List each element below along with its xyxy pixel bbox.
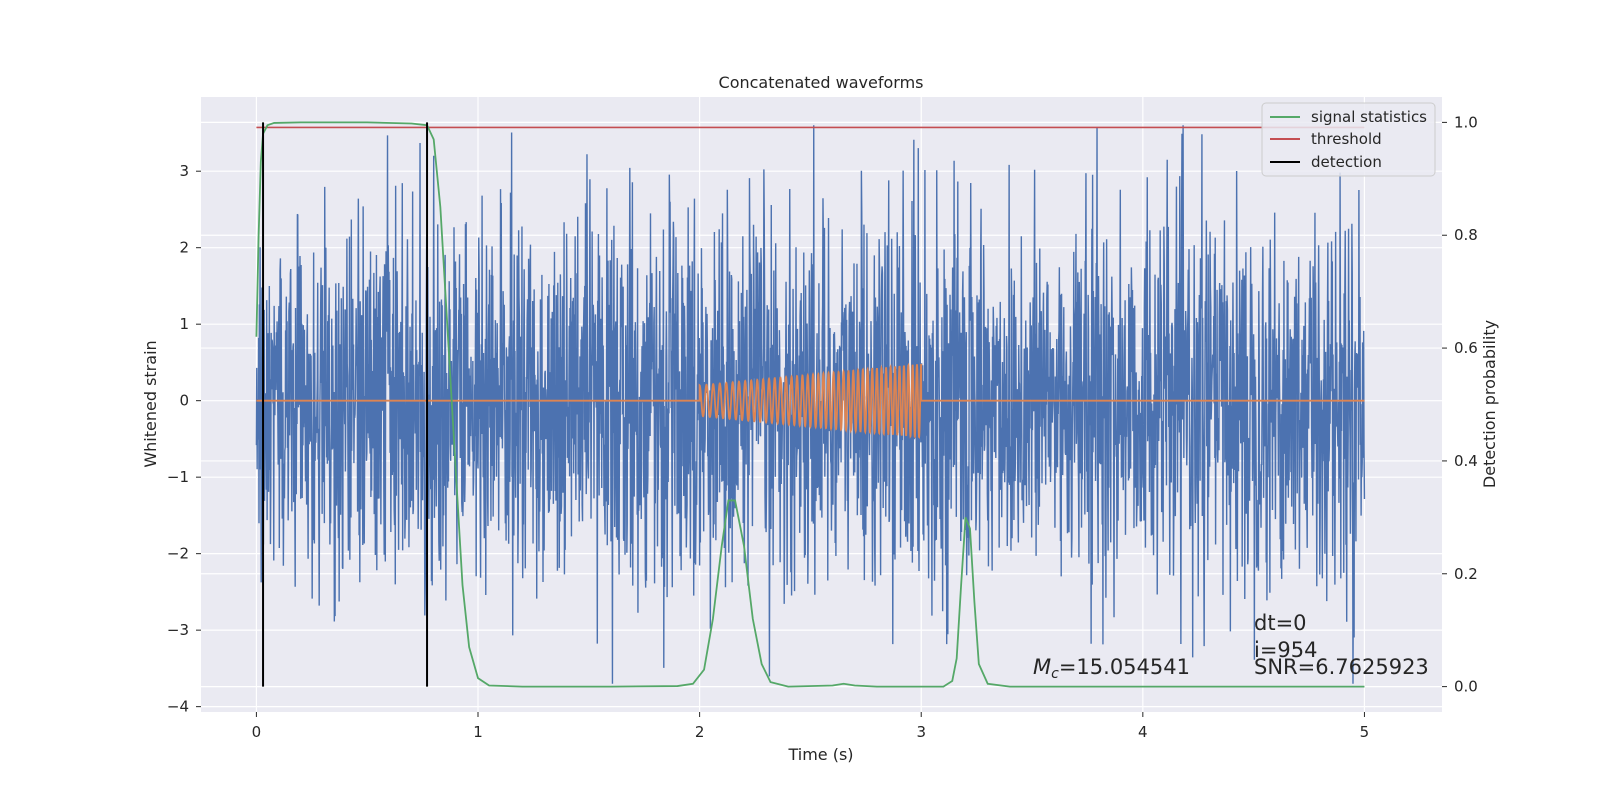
x-tick-label: 1 (473, 723, 483, 741)
legend-label-signal-statistics: signal statistics (1311, 108, 1427, 126)
chirp-mass-annotation: Mc=15.054541 (1033, 655, 1190, 682)
injected-signal-line (256, 362, 1365, 440)
y2-tick-label: 0.2 (1454, 565, 1478, 583)
y-tick-label: 2 (179, 239, 189, 257)
data-layer (255, 121, 1366, 688)
y2-tick-label: 0.6 (1454, 339, 1478, 357)
chirp-mass-symbol: M (1033, 655, 1051, 679)
y-tick-label: 0 (179, 392, 189, 410)
axes: 0 1 2 3 4 5 −4 −3 −2 −1 0 1 2 3 0.0 0.2 0.4 0.6 0.8 1.0 (167, 113, 1478, 741)
x-tick-label: 4 (1138, 723, 1148, 741)
snr-annotation: SNR=6.7625923 (1254, 655, 1429, 679)
x-tick-label: 3 (916, 723, 926, 741)
chirp-mass-value: =15.054541 (1059, 655, 1190, 679)
y-axis-label: Whitened strain (141, 340, 160, 467)
y2-tick-label: 1.0 (1454, 113, 1478, 131)
y-tick-label: −4 (167, 698, 189, 716)
y2-tick-label: 0.0 (1454, 678, 1478, 696)
legend-label-threshold: threshold (1311, 130, 1382, 148)
legend-label-detection: detection (1311, 153, 1382, 171)
y-tick-label: 1 (179, 315, 189, 333)
y2-axis-label: Detection probability (1480, 320, 1499, 488)
y-tick-label: −2 (167, 545, 189, 563)
chirp-mass-subscript: c (1051, 666, 1059, 682)
legend-box (1261, 102, 1436, 177)
index-annotation: i=954 (1254, 638, 1318, 662)
x-tick-label: 0 (252, 723, 262, 741)
x-axis-label: Time (s) (787, 745, 853, 764)
y-tick-label: 3 (179, 162, 189, 180)
x-tick-label: 5 (1360, 723, 1370, 741)
signal-statistics-line (255, 121, 1365, 688)
y2-tick-label: 0.8 (1454, 226, 1478, 244)
legend: signal statistics threshold detection (1261, 102, 1436, 177)
y-tick-label: −1 (167, 468, 189, 486)
y-tick-label: −3 (167, 621, 189, 639)
noise-series-line (255, 125, 1366, 684)
dt-annotation: dt=0 (1254, 611, 1307, 635)
chart-title: Concatenated waveforms (719, 73, 924, 92)
y2-tick-label: 0.4 (1454, 452, 1478, 470)
x-tick-label: 2 (695, 723, 705, 741)
